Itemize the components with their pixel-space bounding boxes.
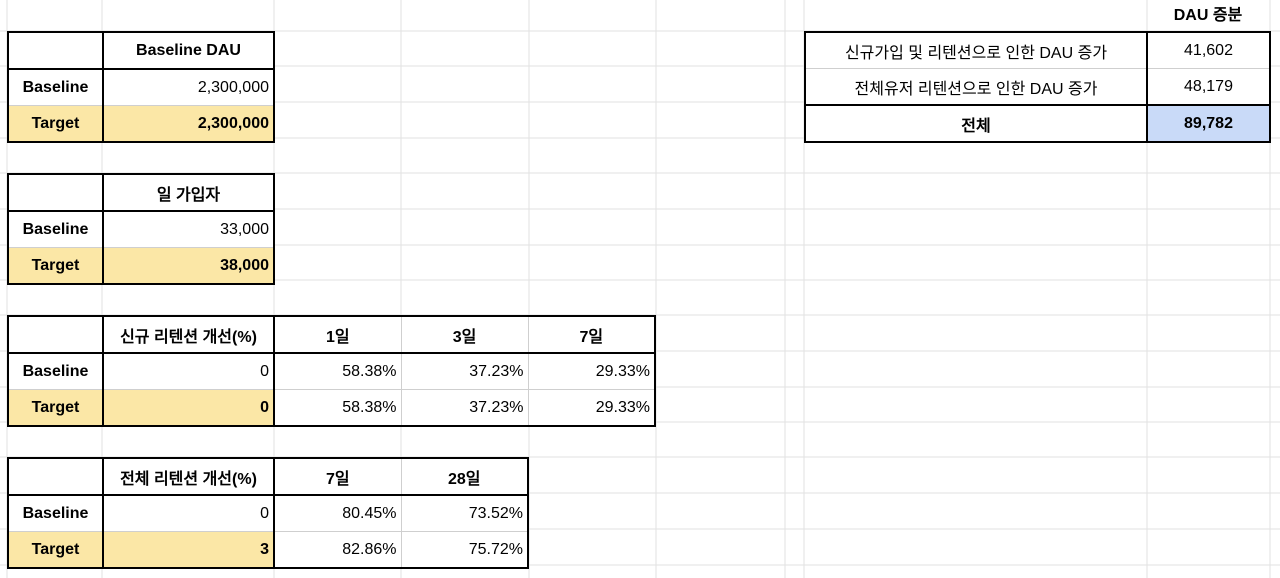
row-label-target[interactable]: Target xyxy=(7,105,104,143)
value-cell[interactable]: 0 xyxy=(102,494,275,532)
row-label-baseline[interactable]: Baseline xyxy=(7,494,104,532)
target-dau-value[interactable]: 2,300,000 xyxy=(102,105,275,143)
total-retention-table: 전체 리텐션 개선(%) 7일 28일 Baseline 0 80.45% 73… xyxy=(7,457,529,569)
empty-corner-cell[interactable] xyxy=(7,173,104,212)
increment-value-cell[interactable]: 41,602 xyxy=(1146,31,1271,69)
total-label-cell[interactable]: 전체 xyxy=(804,104,1148,143)
row-label-baseline[interactable]: Baseline xyxy=(7,68,104,106)
target-input-cell[interactable]: 3 xyxy=(102,531,275,569)
header-cell[interactable]: 3일 xyxy=(400,315,529,354)
empty-corner-cell[interactable] xyxy=(7,457,104,496)
header-cell[interactable]: 7일 xyxy=(527,315,656,354)
header-cell[interactable]: 28일 xyxy=(400,457,529,496)
row-label-target[interactable]: Target xyxy=(7,531,104,569)
increment-value-cell[interactable]: 48,179 xyxy=(1146,68,1271,106)
target-input-cell[interactable]: 0 xyxy=(102,389,275,427)
baseline-dau-value[interactable]: 2,300,000 xyxy=(102,68,275,106)
row-label-baseline[interactable]: Baseline xyxy=(7,210,104,248)
row-label-target[interactable]: Target xyxy=(7,389,104,427)
value-cell[interactable]: 58.38% xyxy=(273,389,402,427)
header-cell[interactable]: Baseline DAU xyxy=(102,31,275,70)
value-cell[interactable]: 0 xyxy=(102,352,275,390)
row-label-baseline[interactable]: Baseline xyxy=(7,352,104,390)
empty-corner-cell[interactable] xyxy=(7,31,104,70)
increment-label-cell[interactable]: 전체유저 리텐션으로 인한 DAU 증가 xyxy=(804,68,1148,106)
target-signup-value[interactable]: 38,000 xyxy=(102,247,275,285)
value-cell[interactable]: 82.86% xyxy=(273,531,402,569)
value-cell[interactable]: 73.52% xyxy=(400,494,529,532)
baseline-signup-value[interactable]: 33,000 xyxy=(102,210,275,248)
value-cell[interactable]: 29.33% xyxy=(527,352,656,390)
new-retention-table: 신규 리텐션 개선(%) 1일 3일 7일 Baseline 0 58.38% … xyxy=(7,315,656,427)
value-cell[interactable]: 75.72% xyxy=(400,531,529,569)
header-cell[interactable]: 일 가입자 xyxy=(102,173,275,212)
value-cell[interactable]: 37.23% xyxy=(400,352,529,390)
increment-label-cell[interactable]: 신규가입 및 리텐션으로 인한 DAU 증가 xyxy=(804,31,1148,69)
value-cell[interactable]: 29.33% xyxy=(527,389,656,427)
value-cell[interactable]: 58.38% xyxy=(273,352,402,390)
row-label-target[interactable]: Target xyxy=(7,247,104,285)
header-cell[interactable]: 1일 xyxy=(273,315,402,354)
value-cell[interactable]: 37.23% xyxy=(400,389,529,427)
header-cell[interactable]: 신규 리텐션 개선(%) xyxy=(102,315,275,354)
dau-increment-table: 신규가입 및 리텐션으로 인한 DAU 증가 41,602 전체유저 리텐션으로… xyxy=(804,31,1271,143)
dau-increment-header[interactable]: DAU 증분 xyxy=(1173,7,1243,24)
baseline-dau-table: Baseline DAU Baseline 2,300,000 Target 2… xyxy=(7,31,275,143)
empty-corner-cell[interactable] xyxy=(7,315,104,354)
header-cell[interactable]: 전체 리텐션 개선(%) xyxy=(102,457,275,496)
total-value-cell[interactable]: 89,782 xyxy=(1146,104,1271,143)
value-cell[interactable]: 80.45% xyxy=(273,494,402,532)
daily-signup-table: 일 가입자 Baseline 33,000 Target 38,000 xyxy=(7,173,275,285)
header-cell[interactable]: 7일 xyxy=(273,457,402,496)
